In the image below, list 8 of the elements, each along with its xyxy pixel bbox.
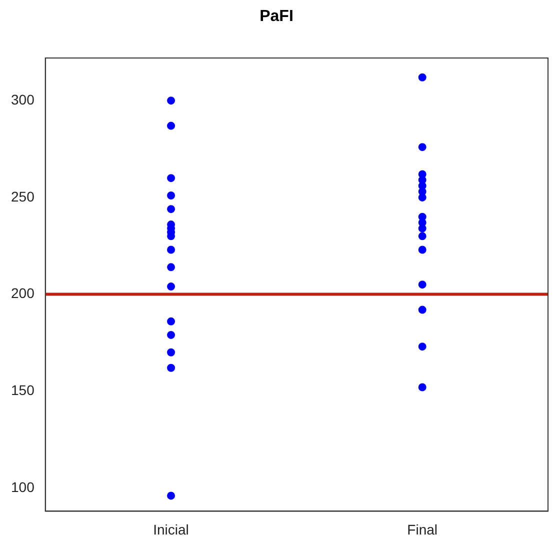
y-tick-label: 200	[11, 285, 35, 302]
y-tick-label: 300	[11, 91, 35, 108]
y-tick-label: 250	[11, 188, 35, 204]
x-tick-label: Inicial	[153, 521, 189, 538]
y-tick-label: 100	[11, 478, 35, 495]
y-tick-label: 150	[11, 382, 35, 398]
x-tick-label: Final	[407, 521, 438, 538]
chart-title: PaFI	[258, 8, 294, 26]
